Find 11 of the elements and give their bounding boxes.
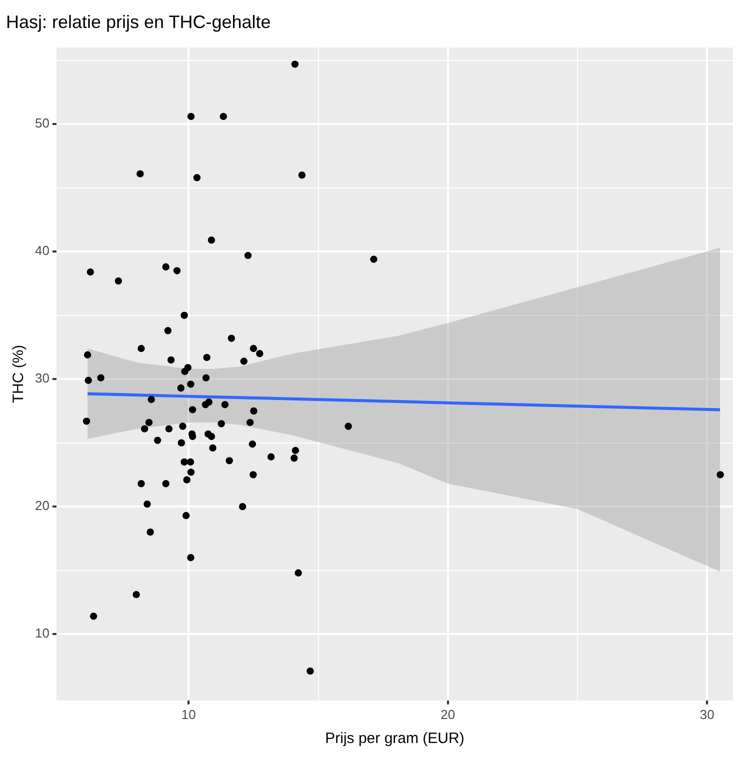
- x-tick-label: 30: [700, 706, 714, 722]
- y-axis-title: THC (%): [10, 344, 28, 404]
- y-tick-label: 20: [34, 498, 50, 514]
- y-tick-label: 50: [34, 116, 50, 131]
- x-tick-label: 20: [440, 706, 456, 722]
- x-axis-title: Prijs per gram (EUR): [325, 730, 464, 748]
- y-tick-label: 40: [34, 243, 50, 258]
- y-tick-label: 10: [34, 626, 50, 641]
- chart-title: Hasj: relatie prijs en THC-gehalte: [6, 12, 271, 32]
- y-tick-label: 30: [34, 370, 50, 386]
- x-tick-label: 10: [181, 706, 196, 722]
